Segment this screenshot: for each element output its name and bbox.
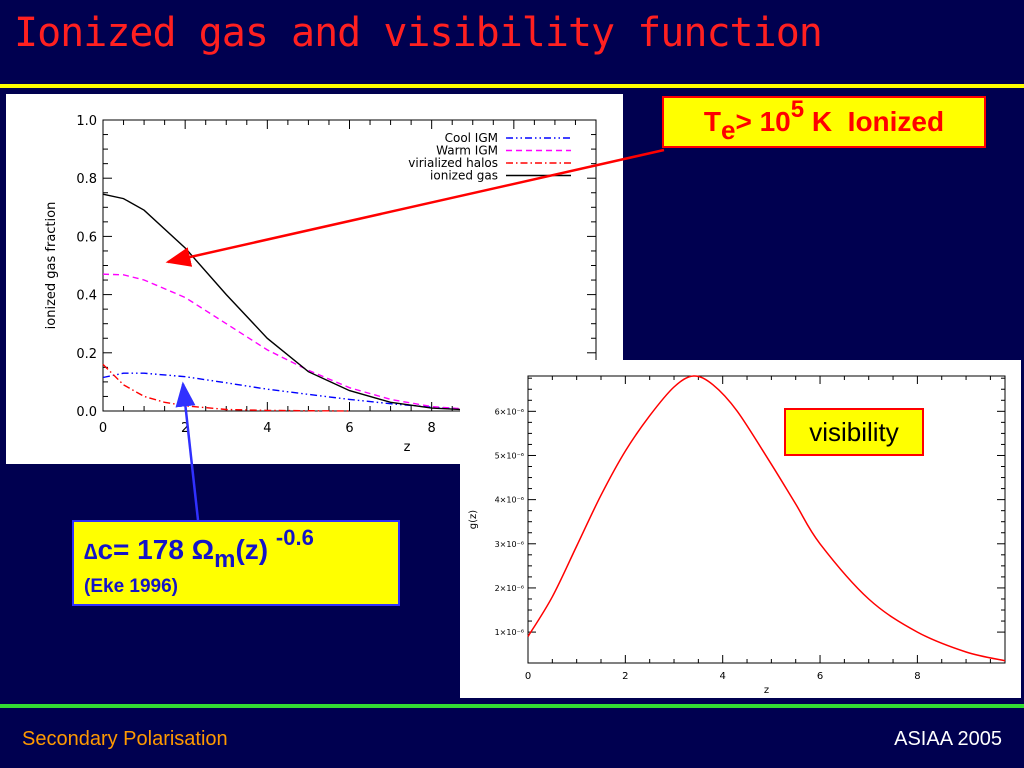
x-tick-label: 8 bbox=[428, 421, 436, 436]
x-tick-label: 6 bbox=[345, 421, 353, 436]
y-tick-label: 2×10⁻⁶ bbox=[495, 584, 524, 593]
omega-sub: m bbox=[214, 546, 236, 573]
visibility-chart-panel: 0 2 4 6 8 1×10⁻⁶ 2×10⁻⁶ 3×10⁻⁶ 4×10⁻⁶ 5×10⁻⁶ 6×10⁻… bbox=[460, 360, 1021, 698]
footer-left-text: Secondary Polarisation bbox=[22, 728, 228, 750]
delta-c-after: (z) bbox=[235, 534, 276, 565]
delta-c-callout: ∆c= 178 Ωm(z) -0.6 (Eke 1996) bbox=[72, 520, 400, 606]
x-tick-label: 2 bbox=[181, 421, 189, 436]
series-line-visibility bbox=[527, 375, 1006, 662]
visibility-chart: 0 2 4 6 8 1×10⁻⁶ 2×10⁻⁶ 3×10⁻⁶ 4×10⁻⁶ 5×10⁻⁶ 6×10⁻… bbox=[468, 375, 1006, 696]
y-tick-label: 0.2 bbox=[76, 347, 97, 362]
y-tick-label: 6×10⁻⁶ bbox=[495, 407, 524, 416]
title-divider bbox=[0, 84, 1024, 88]
y-axis-label: g(z) bbox=[468, 510, 479, 529]
page-title: Ionized gas and visibility function bbox=[14, 10, 823, 56]
delta-symbol: ∆ bbox=[84, 539, 98, 564]
y-tick-label: 0.8 bbox=[76, 172, 97, 187]
legend-label: ionized gas bbox=[430, 169, 498, 183]
plot-frame bbox=[527, 375, 1006, 664]
visibility-callout: visibility bbox=[784, 408, 924, 456]
delta-c-formula: ∆c= 178 Ωm(z) -0.6 bbox=[84, 525, 314, 573]
series-line-warm-igm bbox=[102, 273, 514, 412]
x-tick-label: 8 bbox=[914, 671, 920, 682]
legend-label: Cool IGM bbox=[445, 131, 498, 145]
y-axis-label: ionized gas fraction bbox=[44, 202, 59, 330]
x-tick-label: 0 bbox=[99, 421, 107, 436]
y-tick-label: 0.6 bbox=[76, 230, 97, 245]
te-mid: > 10 bbox=[735, 106, 791, 137]
x-tick-label: 4 bbox=[263, 421, 271, 436]
x-tick-label: 6 bbox=[817, 671, 823, 682]
x-tick-label: 2 bbox=[622, 671, 628, 682]
te-tail: K Ionized bbox=[804, 106, 945, 137]
y-tick-label: 0.4 bbox=[76, 289, 97, 304]
visibility-label: visibility bbox=[809, 416, 899, 447]
series-line-virialized-halos bbox=[102, 363, 350, 412]
footer-right-text: ASIAA 2005 bbox=[894, 728, 1002, 750]
x-axis-label: z bbox=[764, 685, 769, 696]
y-tick-label: 1.0 bbox=[76, 114, 97, 129]
y-tick-label: 5×10⁻⁶ bbox=[495, 451, 524, 460]
delta-c-exponent: -0.6 bbox=[275, 525, 314, 550]
delta-c-main: c= 178 bbox=[97, 534, 192, 565]
te-sub: e bbox=[721, 114, 736, 145]
x-tick-label: 0 bbox=[525, 671, 531, 682]
x-axis-label: z bbox=[404, 440, 411, 455]
x-tick-label: 4 bbox=[720, 671, 726, 682]
omega-symbol: Ω bbox=[191, 534, 215, 565]
y-tick-label: 3×10⁻⁶ bbox=[495, 540, 524, 549]
y-tick-label: 1×10⁻⁶ bbox=[495, 628, 524, 637]
series-line-ionized-gas bbox=[102, 193, 514, 412]
y-tick-label: 0.0 bbox=[76, 405, 97, 420]
footer-divider bbox=[0, 704, 1024, 708]
y-tick-label: 4×10⁻⁶ bbox=[495, 496, 524, 505]
te-t: T bbox=[703, 106, 721, 137]
te-sup: 5 bbox=[790, 96, 805, 123]
series-line-cool-igm bbox=[102, 372, 514, 412]
delta-c-reference: (Eke 1996) bbox=[84, 576, 179, 597]
